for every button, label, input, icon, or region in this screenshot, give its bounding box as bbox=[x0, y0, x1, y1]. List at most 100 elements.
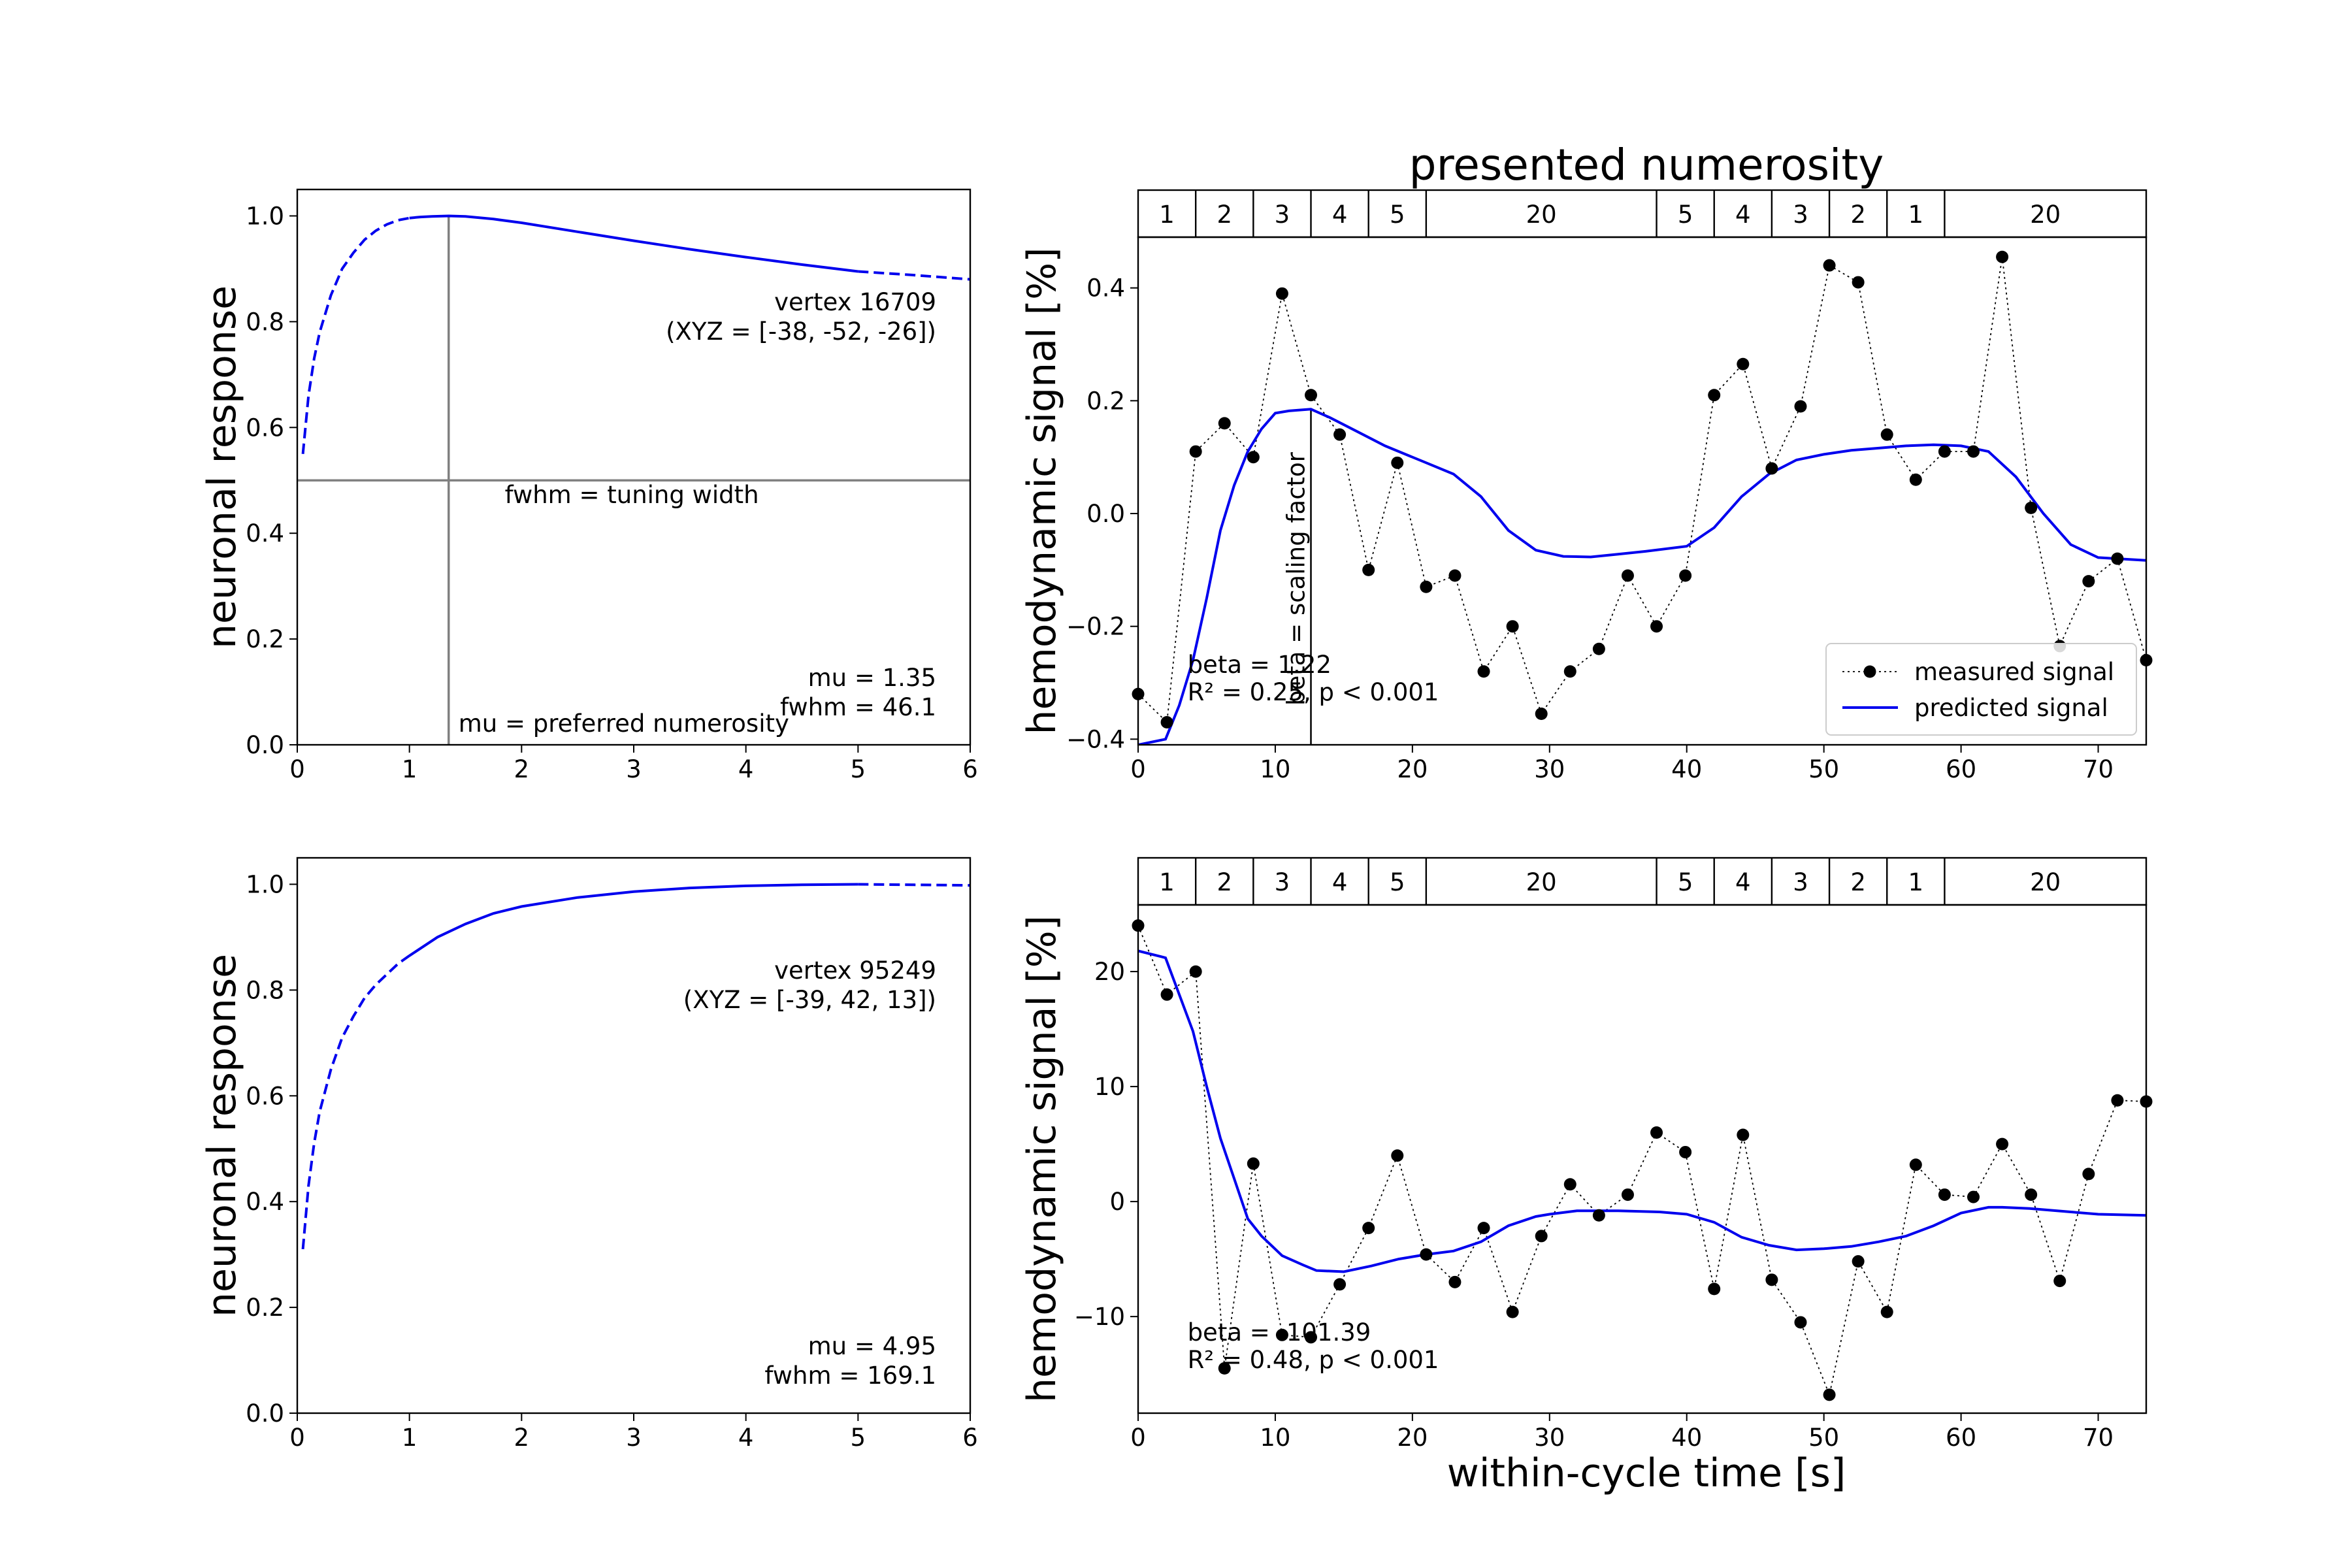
plot-area bbox=[297, 214, 970, 745]
beta-value-label: beta = 1.22 bbox=[1188, 651, 1331, 679]
y-tick-label: 0.4 bbox=[246, 1188, 284, 1216]
legend-frame bbox=[1825, 643, 2137, 736]
measured-signal-point bbox=[1563, 665, 1576, 678]
measured-signal-point bbox=[1275, 1328, 1288, 1341]
figure-top-title: presented numerosity bbox=[1409, 140, 1884, 190]
measured-signal-point bbox=[1189, 445, 1202, 458]
measured-signal-point bbox=[1563, 1178, 1576, 1191]
numerosity-label: 3 bbox=[1793, 868, 1808, 896]
numerosity-label: 5 bbox=[1678, 201, 1693, 229]
y-axis-label: hemodynamic signal [%] bbox=[1019, 247, 1065, 734]
y-tick-label: 10 bbox=[1094, 1073, 1125, 1101]
measured-signal-point bbox=[1765, 462, 1778, 475]
measured-signal-point bbox=[1275, 287, 1288, 300]
measured-signal-point bbox=[1477, 665, 1490, 678]
numerosity-label: 20 bbox=[2030, 868, 2061, 896]
measured-signal-point bbox=[1621, 1188, 1634, 1201]
plot-area bbox=[1138, 257, 2146, 745]
x-tick-label: 30 bbox=[1534, 1424, 1565, 1452]
mu-value-label: mu = 1.35 bbox=[808, 664, 936, 692]
tuning-curve-dashed-high bbox=[858, 883, 970, 887]
predicted-signal-line bbox=[1138, 949, 2146, 1273]
measured-signal-point bbox=[1852, 1255, 1865, 1268]
measured-signal-point bbox=[1794, 1316, 1807, 1329]
measured-signal-point bbox=[1362, 1222, 1375, 1235]
measured-signal-point bbox=[1996, 1137, 2009, 1151]
y-tick-label: 0.0 bbox=[1086, 500, 1125, 528]
x-tick-label: 70 bbox=[2083, 755, 2114, 783]
y-tick-label: −10 bbox=[1074, 1303, 1125, 1331]
measured-signal-line bbox=[1138, 925, 2146, 1397]
measured-signal-point bbox=[1448, 569, 1462, 582]
plot-area bbox=[301, 883, 970, 1250]
x-tick-label: 70 bbox=[2083, 1424, 2114, 1452]
numerosity-label: 3 bbox=[1275, 201, 1290, 229]
x-tick-label: 1 bbox=[402, 755, 417, 783]
y-tick-label: 0 bbox=[1109, 1188, 1125, 1216]
x-tick-label: 2 bbox=[514, 1424, 530, 1452]
x-tick-label: 60 bbox=[1946, 755, 1976, 783]
measured-signal-point bbox=[1679, 1145, 1692, 1158]
x-tick-label: 3 bbox=[626, 1424, 642, 1452]
x-tick-label: 20 bbox=[1397, 1424, 1428, 1452]
numerosity-label: 1 bbox=[1908, 868, 1924, 896]
x-tick-label: 5 bbox=[851, 755, 866, 783]
numerosity-label: 2 bbox=[1217, 201, 1232, 229]
panel-bottom-right: 0 10 20 30 40 50 60 70 −10 0 10 20 hemodynamic signa… bbox=[1019, 857, 2153, 1452]
tuning-curve-solid bbox=[408, 883, 858, 957]
y-tick-label: 0.8 bbox=[246, 976, 284, 1004]
measured-signal-point bbox=[1708, 1282, 1721, 1296]
x-tick-label: 2 bbox=[514, 755, 530, 783]
measured-signal-point bbox=[1765, 1273, 1778, 1286]
measured-signal-point bbox=[1794, 400, 1807, 413]
numerosity-label: 2 bbox=[1217, 868, 1232, 896]
measured-signal-point bbox=[1535, 1230, 1548, 1243]
measured-signal-point bbox=[1305, 389, 1318, 402]
numerosity-strip bbox=[1137, 189, 2148, 238]
numerosity-label: 1 bbox=[1908, 201, 1924, 229]
y-tick-label: 0.2 bbox=[246, 1294, 284, 1322]
numerosity-label: 4 bbox=[1332, 201, 1348, 229]
measured-signal-point bbox=[1218, 417, 1231, 430]
axes-frame bbox=[296, 857, 972, 1414]
measured-signal-point bbox=[1967, 445, 1980, 458]
measured-signal-point bbox=[1679, 569, 1692, 582]
tuning-curve-solid bbox=[409, 214, 858, 273]
y-axis-label: neuronal response bbox=[199, 954, 245, 1317]
measured-signal-point bbox=[1909, 1158, 1922, 1171]
measured-signal-point bbox=[1938, 445, 1951, 458]
x-tick-label: 50 bbox=[1808, 1424, 1839, 1452]
measured-signal-point bbox=[1535, 708, 1548, 721]
panel-top-left: 0 1 2 3 4 5 6 0.0 0.2 0.4 0.6 0.8 1.0 neuronal respon… bbox=[199, 188, 978, 783]
y-tick-label: −0.4 bbox=[1066, 725, 1125, 753]
xyz-label: (XYZ = [-38, -52, -26]) bbox=[666, 318, 936, 346]
legend: measured signal predicted signal bbox=[1825, 643, 2137, 736]
measured-signal-point bbox=[1592, 642, 1605, 655]
x-tick-label: 50 bbox=[1808, 755, 1839, 783]
measured-signal-point bbox=[2025, 501, 2038, 514]
numerosity-strip bbox=[1137, 857, 2148, 906]
x-tick-label: 60 bbox=[1946, 1424, 1976, 1452]
numerosity-label: 2 bbox=[1850, 201, 1866, 229]
x-tick-label: 3 bbox=[626, 755, 642, 783]
axes-frame bbox=[1137, 904, 2148, 1414]
y-tick-label: 1.0 bbox=[246, 870, 284, 898]
x-tick-label: 5 bbox=[851, 1424, 866, 1452]
numerosity-label: 4 bbox=[1735, 201, 1751, 229]
numerosity-label: 1 bbox=[1159, 201, 1175, 229]
measured-signal-point bbox=[1592, 1209, 1605, 1222]
measured-signal-point bbox=[1247, 451, 1260, 464]
x-tick-label: 10 bbox=[1260, 755, 1290, 783]
y-tick-label: 0.0 bbox=[246, 1399, 284, 1428]
measured-signal-point bbox=[1189, 965, 1202, 978]
numerosity-label: 1 bbox=[1159, 868, 1175, 896]
measured-signal-point bbox=[1823, 1388, 1836, 1401]
measured-signal-point bbox=[1650, 1126, 1663, 1139]
numerosity-label: 20 bbox=[1526, 868, 1557, 896]
measured-signal-point bbox=[1909, 473, 1922, 486]
x-tick-label: 0 bbox=[289, 1424, 305, 1452]
y-tick-label: 1.0 bbox=[246, 202, 284, 230]
vertex-label: vertex 95249 bbox=[774, 956, 936, 985]
measured-signal-point bbox=[1852, 276, 1865, 289]
